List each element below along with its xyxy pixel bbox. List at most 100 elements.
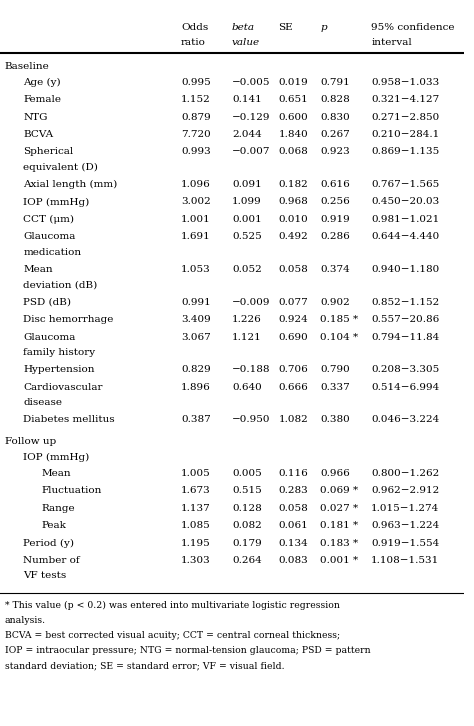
Text: 0.492: 0.492 — [278, 232, 308, 241]
Text: BCVA = best corrected visual acuity; CCT = central corneal thickness;: BCVA = best corrected visual acuity; CCT… — [5, 631, 340, 640]
Text: Peak: Peak — [42, 521, 67, 530]
Text: 0.286: 0.286 — [320, 232, 350, 241]
Text: Mean: Mean — [42, 469, 72, 478]
Text: 0.995: 0.995 — [181, 78, 211, 86]
Text: 0.027 *: 0.027 * — [320, 504, 358, 513]
Text: 1.896: 1.896 — [181, 383, 211, 391]
Text: 0.264: 0.264 — [232, 556, 262, 565]
Text: Mean: Mean — [23, 265, 53, 274]
Text: equivalent (D): equivalent (D) — [23, 163, 98, 172]
Text: 1.001: 1.001 — [181, 215, 211, 224]
Text: 0.005: 0.005 — [232, 469, 262, 478]
Text: −0.005: −0.005 — [232, 78, 271, 86]
Text: 0.600: 0.600 — [278, 113, 308, 121]
Text: 3.067: 3.067 — [181, 333, 211, 341]
Text: 0.919: 0.919 — [320, 215, 350, 224]
Text: 0.450−20.03: 0.450−20.03 — [371, 197, 439, 206]
Text: 0.644−4.440: 0.644−4.440 — [371, 232, 439, 241]
Text: −0.007: −0.007 — [232, 147, 271, 156]
Text: 0.069 *: 0.069 * — [320, 486, 358, 495]
Text: 0.116: 0.116 — [278, 469, 308, 478]
Text: family history: family history — [23, 348, 95, 356]
Text: 0.337: 0.337 — [320, 383, 350, 391]
Text: 0.321−4.127: 0.321−4.127 — [371, 95, 439, 104]
Text: Fluctuation: Fluctuation — [42, 486, 102, 495]
Text: 0.829: 0.829 — [181, 365, 211, 374]
Text: −0.009: −0.009 — [232, 298, 271, 306]
Text: 1.082: 1.082 — [278, 415, 308, 424]
Text: 0.134: 0.134 — [278, 539, 308, 547]
Text: 0.019: 0.019 — [278, 78, 308, 86]
Text: 0.557−20.86: 0.557−20.86 — [371, 315, 439, 324]
Text: 0.791: 0.791 — [320, 78, 350, 86]
Text: disease: disease — [23, 398, 62, 407]
Text: SE: SE — [278, 23, 293, 32]
Text: 0.083: 0.083 — [278, 556, 308, 565]
Text: interval: interval — [371, 38, 412, 47]
Text: 0.514−6.994: 0.514−6.994 — [371, 383, 439, 391]
Text: 1.673: 1.673 — [181, 486, 211, 495]
Text: 0.981−1.021: 0.981−1.021 — [371, 215, 439, 224]
Text: 0.182: 0.182 — [278, 180, 308, 189]
Text: Diabetes mellitus: Diabetes mellitus — [23, 415, 115, 424]
Text: 0.128: 0.128 — [232, 504, 262, 513]
Text: 0.869−1.135: 0.869−1.135 — [371, 147, 439, 156]
Text: Baseline: Baseline — [5, 62, 49, 70]
Text: 0.919−1.554: 0.919−1.554 — [371, 539, 439, 547]
Text: medication: medication — [23, 248, 82, 256]
Text: beta: beta — [232, 23, 255, 32]
Text: 0.061: 0.061 — [278, 521, 308, 530]
Text: 0.852−1.152: 0.852−1.152 — [371, 298, 439, 306]
Text: 3.409: 3.409 — [181, 315, 211, 324]
Text: 0.058: 0.058 — [278, 504, 308, 513]
Text: 0.179: 0.179 — [232, 539, 262, 547]
Text: 0.790: 0.790 — [320, 365, 350, 374]
Text: 0.963−1.224: 0.963−1.224 — [371, 521, 439, 530]
Text: 1.015−1.274: 1.015−1.274 — [371, 504, 439, 513]
Text: 0.104 *: 0.104 * — [320, 333, 358, 341]
Text: 0.993: 0.993 — [181, 147, 211, 156]
Text: 1.121: 1.121 — [232, 333, 262, 341]
Text: 1.053: 1.053 — [181, 265, 211, 274]
Text: analysis.: analysis. — [5, 616, 46, 624]
Text: 0.828: 0.828 — [320, 95, 350, 104]
Text: BCVA: BCVA — [23, 130, 53, 139]
Text: 0.210−284.1: 0.210−284.1 — [371, 130, 439, 139]
Text: * This value (p < 0.2) was entered into multivariate logistic regression: * This value (p < 0.2) was entered into … — [5, 600, 339, 610]
Text: Hypertension: Hypertension — [23, 365, 95, 374]
Text: VF tests: VF tests — [23, 571, 66, 580]
Text: 1.085: 1.085 — [181, 521, 211, 530]
Text: 0.387: 0.387 — [181, 415, 211, 424]
Text: 0.968: 0.968 — [278, 197, 308, 206]
Text: Spherical: Spherical — [23, 147, 73, 156]
Text: 0.515: 0.515 — [232, 486, 262, 495]
Text: 0.380: 0.380 — [320, 415, 350, 424]
Text: 3.002: 3.002 — [181, 197, 211, 206]
Text: Odds: Odds — [181, 23, 208, 32]
Text: 0.958−1.033: 0.958−1.033 — [371, 78, 439, 86]
Text: PSD (dB): PSD (dB) — [23, 298, 71, 306]
Text: 0.794−11.84: 0.794−11.84 — [371, 333, 439, 341]
Text: 1.195: 1.195 — [181, 539, 211, 547]
Text: −0.188: −0.188 — [232, 365, 271, 374]
Text: 0.830: 0.830 — [320, 113, 350, 121]
Text: 0.902: 0.902 — [320, 298, 350, 306]
Text: 7.720: 7.720 — [181, 130, 211, 139]
Text: 0.966: 0.966 — [320, 469, 350, 478]
Text: 0.706: 0.706 — [278, 365, 308, 374]
Text: 0.046−3.224: 0.046−3.224 — [371, 415, 439, 424]
Text: 1.005: 1.005 — [181, 469, 211, 478]
Text: 0.879: 0.879 — [181, 113, 211, 121]
Text: 0.010: 0.010 — [278, 215, 308, 224]
Text: 0.068: 0.068 — [278, 147, 308, 156]
Text: Axial length (mm): Axial length (mm) — [23, 180, 118, 189]
Text: 0.181 *: 0.181 * — [320, 521, 358, 530]
Text: IOP (mmHg): IOP (mmHg) — [23, 453, 90, 462]
Text: 0.962−2.912: 0.962−2.912 — [371, 486, 439, 495]
Text: 0.640: 0.640 — [232, 383, 262, 391]
Text: Age (y): Age (y) — [23, 78, 61, 87]
Text: −0.129: −0.129 — [232, 113, 271, 121]
Text: Follow up: Follow up — [5, 437, 56, 446]
Text: 0.208−3.305: 0.208−3.305 — [371, 365, 439, 374]
Text: 0.185 *: 0.185 * — [320, 315, 358, 324]
